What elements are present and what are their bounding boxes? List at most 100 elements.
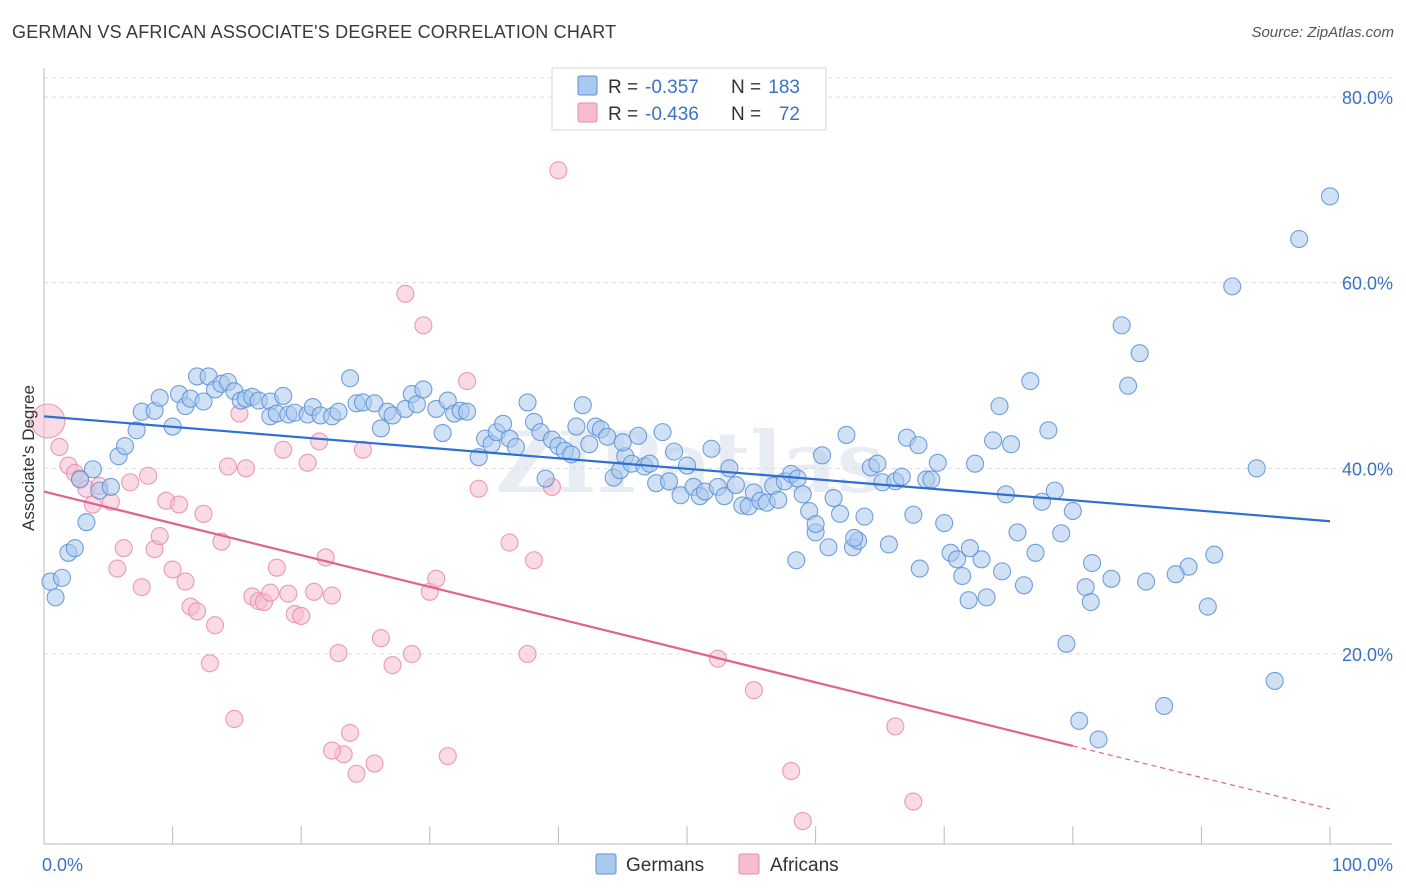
german-point bbox=[855, 507, 874, 526]
african-point bbox=[132, 578, 151, 597]
african-point bbox=[396, 284, 415, 303]
german-point bbox=[845, 528, 864, 548]
african-point bbox=[438, 747, 457, 766]
africans-trend-extension bbox=[1072, 745, 1331, 810]
german-point bbox=[573, 396, 592, 415]
german-point bbox=[653, 423, 672, 442]
german-point bbox=[904, 505, 923, 524]
germans-trend-line bbox=[43, 415, 1331, 523]
african-point bbox=[108, 559, 127, 578]
german-point bbox=[83, 460, 102, 479]
german-point bbox=[935, 514, 954, 533]
trend-lines bbox=[43, 415, 1331, 810]
german-point bbox=[806, 514, 825, 534]
african-point bbox=[904, 792, 923, 811]
german-point bbox=[793, 485, 812, 504]
african-point bbox=[121, 473, 140, 492]
african-point bbox=[236, 459, 255, 478]
african-point bbox=[323, 586, 342, 605]
african-point bbox=[176, 572, 195, 591]
german-point bbox=[715, 487, 734, 506]
african-point bbox=[194, 504, 213, 523]
african-point bbox=[347, 764, 366, 783]
german-point bbox=[329, 402, 348, 421]
german-point bbox=[677, 456, 697, 475]
german-point bbox=[1102, 569, 1121, 588]
german-point bbox=[1057, 634, 1076, 653]
german-point bbox=[830, 504, 850, 523]
y-tick-label: 20.0% bbox=[1342, 645, 1393, 665]
african-point bbox=[279, 584, 298, 603]
legend-n-label: N = bbox=[731, 77, 761, 98]
y-tick-labels: 20.0% 40.0% 60.0% 80.0% bbox=[1342, 88, 1393, 665]
german-point bbox=[274, 386, 293, 405]
germans-points bbox=[41, 187, 1340, 749]
chart-title: GERMAN VS AFRICAN ASSOCIATE'S DEGREE COR… bbox=[12, 22, 617, 42]
german-point bbox=[953, 566, 972, 586]
german-point bbox=[990, 397, 1009, 416]
german-point bbox=[972, 550, 991, 569]
german-point bbox=[922, 470, 941, 489]
german-point bbox=[150, 388, 169, 407]
x-tick-label: 100.0% bbox=[1332, 855, 1393, 875]
german-point bbox=[960, 539, 979, 558]
german-point bbox=[580, 435, 599, 454]
x-tick-labels: 0.0% 100.0% bbox=[42, 855, 1393, 875]
german-point bbox=[640, 454, 659, 473]
german-point bbox=[46, 588, 65, 607]
german-point bbox=[984, 431, 1003, 450]
y-axis-label: Associate's Degree bbox=[19, 385, 38, 531]
german-point bbox=[127, 421, 146, 440]
african-point bbox=[549, 161, 568, 180]
german-point bbox=[1166, 565, 1185, 584]
african-point bbox=[205, 616, 225, 635]
legend-label-germans: Germans bbox=[626, 855, 704, 876]
legend-r-label: R = bbox=[608, 77, 638, 98]
german-point bbox=[1014, 576, 1033, 595]
german-point bbox=[194, 392, 213, 411]
x-tick-label: 0.0% bbox=[42, 855, 83, 875]
legend-swatch-africans bbox=[738, 853, 760, 875]
german-point bbox=[341, 369, 360, 388]
german-point bbox=[659, 472, 679, 491]
german-point bbox=[909, 436, 928, 455]
german-point bbox=[567, 417, 586, 436]
african-point bbox=[261, 583, 280, 602]
german-point bbox=[1063, 501, 1082, 521]
african-point bbox=[414, 316, 433, 335]
african-point bbox=[365, 754, 384, 773]
african-point bbox=[744, 681, 763, 700]
legend-label-africans: Africans bbox=[770, 855, 839, 876]
german-point bbox=[1052, 524, 1071, 543]
german-point bbox=[1198, 597, 1217, 616]
african-point bbox=[402, 644, 421, 664]
german-point bbox=[868, 454, 887, 473]
african-point bbox=[139, 466, 158, 485]
german-point bbox=[1002, 435, 1021, 454]
african-point bbox=[458, 372, 477, 391]
german-point bbox=[879, 535, 898, 554]
african-point bbox=[292, 606, 311, 625]
german-point bbox=[1137, 572, 1156, 591]
african-point bbox=[341, 723, 360, 742]
african-point bbox=[500, 533, 519, 552]
african-point bbox=[274, 440, 293, 459]
legend-n-value: 72 bbox=[779, 104, 800, 125]
german-point bbox=[1070, 711, 1089, 730]
german-point bbox=[506, 437, 526, 457]
legend-swatch-germans bbox=[595, 853, 617, 875]
african-point bbox=[298, 453, 317, 472]
german-point bbox=[433, 424, 452, 443]
african-point bbox=[50, 437, 69, 457]
german-point bbox=[1155, 696, 1174, 716]
german-point bbox=[1045, 481, 1064, 500]
german-point bbox=[966, 454, 985, 473]
german-point bbox=[1008, 523, 1027, 542]
german-point bbox=[52, 568, 72, 587]
german-point bbox=[769, 490, 788, 509]
german-point bbox=[536, 469, 555, 488]
german-point bbox=[1089, 730, 1108, 749]
german-point bbox=[928, 453, 947, 472]
german-point bbox=[518, 393, 537, 412]
african-point bbox=[518, 644, 537, 664]
